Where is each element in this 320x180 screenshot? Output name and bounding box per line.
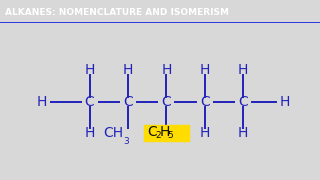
Text: 5: 5	[168, 131, 173, 140]
Text: CH: CH	[103, 126, 123, 140]
Text: H: H	[123, 63, 133, 77]
Bar	[144, 125, 189, 141]
Text: H: H	[161, 63, 172, 77]
Text: H: H	[200, 63, 210, 77]
Text: C: C	[85, 95, 94, 109]
Text: ALKANES: NOMENCLATURE AND ISOMERISM: ALKANES: NOMENCLATURE AND ISOMERISM	[5, 8, 229, 17]
Text: 2: 2	[155, 131, 161, 140]
Text: H: H	[160, 125, 170, 139]
Text: H: H	[84, 63, 95, 77]
Text: H: H	[280, 95, 290, 109]
Text: C: C	[238, 95, 248, 109]
Text: H: H	[200, 126, 210, 140]
Text: H: H	[238, 126, 248, 140]
Text: C: C	[200, 95, 210, 109]
Text: H: H	[238, 63, 248, 77]
Text: C: C	[162, 95, 171, 109]
Text: 3: 3	[123, 137, 129, 146]
Text: C: C	[147, 125, 157, 139]
Text: H: H	[36, 95, 47, 109]
Text: H: H	[84, 126, 95, 140]
Text: C: C	[123, 95, 133, 109]
